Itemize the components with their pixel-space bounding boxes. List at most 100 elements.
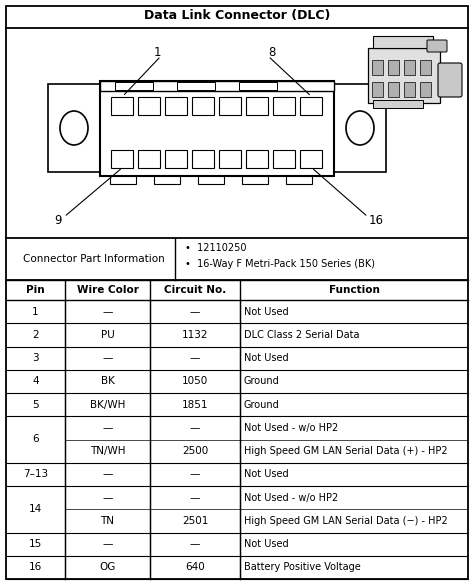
Bar xyxy=(177,81,215,90)
Bar xyxy=(192,150,215,167)
Bar xyxy=(372,60,383,75)
Text: 16: 16 xyxy=(368,214,383,226)
Bar xyxy=(192,97,215,115)
Bar xyxy=(373,36,433,48)
Text: 15: 15 xyxy=(29,539,42,549)
Ellipse shape xyxy=(60,111,88,145)
Text: —: — xyxy=(190,307,200,316)
Text: 7–13: 7–13 xyxy=(23,469,48,479)
Text: —: — xyxy=(190,539,200,549)
Bar xyxy=(420,82,431,97)
Text: —: — xyxy=(190,469,200,479)
Bar xyxy=(246,150,268,167)
Bar xyxy=(111,150,134,167)
Text: —: — xyxy=(102,307,113,316)
Text: 6: 6 xyxy=(32,435,39,445)
Text: —: — xyxy=(190,493,200,503)
Text: —: — xyxy=(102,353,113,363)
Bar xyxy=(239,81,277,90)
Text: Wire Color: Wire Color xyxy=(77,285,138,295)
Text: 16: 16 xyxy=(29,562,42,572)
Text: Function: Function xyxy=(328,285,380,295)
Text: 1: 1 xyxy=(32,307,39,316)
Bar xyxy=(242,176,268,184)
FancyBboxPatch shape xyxy=(438,63,462,97)
Text: Ground: Ground xyxy=(244,400,280,409)
Bar xyxy=(334,84,386,172)
Bar xyxy=(372,82,383,97)
Text: Not Used - w/o HP2: Not Used - w/o HP2 xyxy=(244,423,338,433)
Text: BK/WH: BK/WH xyxy=(90,400,125,409)
Text: Circuit No.: Circuit No. xyxy=(164,285,226,295)
Text: 3: 3 xyxy=(32,353,39,363)
Bar xyxy=(373,100,423,108)
Bar xyxy=(388,82,399,97)
Bar xyxy=(138,150,161,167)
Bar xyxy=(198,176,224,184)
Bar xyxy=(165,150,188,167)
Bar xyxy=(138,97,161,115)
Text: 1050: 1050 xyxy=(182,376,208,386)
Text: Connector Part Information: Connector Part Information xyxy=(23,254,164,264)
Text: •  12110250: • 12110250 xyxy=(185,243,246,253)
Bar xyxy=(165,97,188,115)
Text: High Speed GM LAN Serial Data (−) - HP2: High Speed GM LAN Serial Data (−) - HP2 xyxy=(244,516,448,526)
Text: Not Used: Not Used xyxy=(244,307,289,316)
Bar xyxy=(110,176,136,184)
Text: 14: 14 xyxy=(29,504,42,514)
Text: 640: 640 xyxy=(185,562,205,572)
Text: 4: 4 xyxy=(32,376,39,386)
Bar xyxy=(404,82,415,97)
Text: Not Used: Not Used xyxy=(244,353,289,363)
Bar xyxy=(301,150,322,167)
Text: Not Used: Not Used xyxy=(244,469,289,479)
Text: —: — xyxy=(102,423,113,433)
Text: 2501: 2501 xyxy=(182,516,208,526)
Bar xyxy=(111,97,134,115)
Bar xyxy=(219,97,241,115)
Bar xyxy=(368,48,440,103)
Text: 1132: 1132 xyxy=(182,330,208,340)
Bar xyxy=(154,176,180,184)
Text: PU: PU xyxy=(100,330,114,340)
Ellipse shape xyxy=(346,111,374,145)
Text: OG: OG xyxy=(100,562,116,572)
Text: 2500: 2500 xyxy=(182,446,208,456)
Text: 5: 5 xyxy=(32,400,39,409)
Bar xyxy=(48,84,100,172)
Text: BK: BK xyxy=(100,376,114,386)
Text: Not Used: Not Used xyxy=(244,539,289,549)
Text: —: — xyxy=(102,469,113,479)
Bar xyxy=(219,150,241,167)
Bar xyxy=(100,81,334,91)
Text: 2: 2 xyxy=(32,330,39,340)
Text: 1: 1 xyxy=(153,46,161,60)
Text: 8: 8 xyxy=(268,46,276,60)
Text: •  16-Way F Metri-Pack 150 Series (BK): • 16-Way F Metri-Pack 150 Series (BK) xyxy=(185,259,375,269)
Text: 9: 9 xyxy=(54,214,62,226)
Text: —: — xyxy=(190,353,200,363)
Text: —: — xyxy=(102,493,113,503)
Bar xyxy=(388,60,399,75)
Bar xyxy=(404,60,415,75)
Text: —: — xyxy=(102,539,113,549)
Text: Battery Positive Voltage: Battery Positive Voltage xyxy=(244,562,361,572)
Text: DLC Class 2 Serial Data: DLC Class 2 Serial Data xyxy=(244,330,359,340)
FancyBboxPatch shape xyxy=(427,40,447,52)
Bar xyxy=(246,97,268,115)
Text: —: — xyxy=(190,423,200,433)
Bar xyxy=(273,97,295,115)
Text: TN/WH: TN/WH xyxy=(90,446,125,456)
Bar xyxy=(301,97,322,115)
Text: 1851: 1851 xyxy=(182,400,208,409)
Bar xyxy=(286,176,312,184)
Bar xyxy=(273,150,295,167)
Text: TN: TN xyxy=(100,516,115,526)
Text: Data Link Connector (DLC): Data Link Connector (DLC) xyxy=(144,9,330,22)
Text: Not Used - w/o HP2: Not Used - w/o HP2 xyxy=(244,493,338,503)
Text: Ground: Ground xyxy=(244,376,280,386)
Bar xyxy=(420,60,431,75)
Bar xyxy=(100,81,334,176)
Text: High Speed GM LAN Serial Data (+) - HP2: High Speed GM LAN Serial Data (+) - HP2 xyxy=(244,446,447,456)
Bar xyxy=(115,81,153,90)
